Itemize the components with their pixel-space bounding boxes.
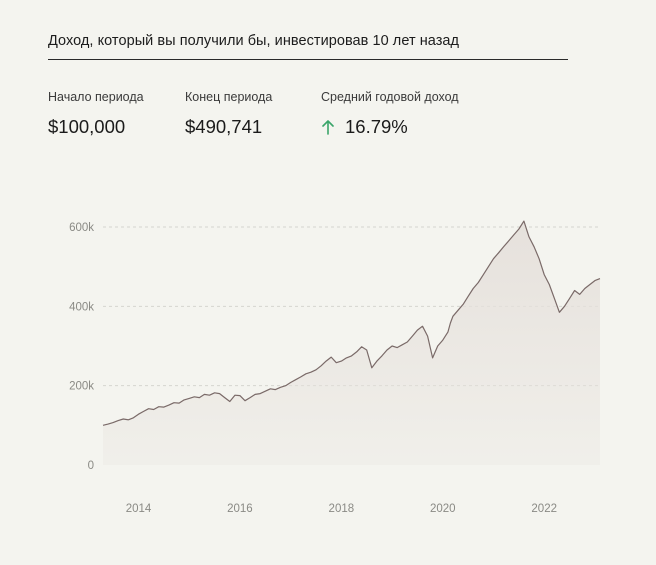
investment-area-chart: 0 200k 400k 600k 2014 2016 2018 2020 2022 [69, 220, 601, 515]
page-title: Доход, который вы получили бы, инвестиро… [48, 33, 460, 49]
stat-end-value: $490,741 [185, 116, 263, 137]
stat-return-row: 16.79% [321, 116, 459, 138]
arrow-up-icon [322, 120, 334, 135]
y-tick-label: 200k [69, 381, 94, 393]
stat-start-label: Начало периода [48, 90, 144, 104]
stat-start: Начало периода $100,000 [48, 90, 144, 138]
title-divider [48, 59, 568, 60]
stat-return-value: 16.79% [345, 116, 408, 137]
series-area [103, 221, 600, 465]
x-tick-label: 2022 [531, 503, 557, 515]
stat-start-value: $100,000 [48, 116, 126, 137]
y-tick-label: 400k [69, 301, 94, 313]
y-tick-label: 600k [69, 222, 94, 234]
x-tick-label: 2020 [430, 503, 456, 515]
stat-end: Конец периода $490,741 [185, 90, 272, 138]
stat-return-label: Средний годовой доход [321, 90, 459, 104]
x-tick-label: 2014 [126, 503, 152, 515]
stat-return: Средний годовой доход 16.79% [321, 90, 459, 138]
series-line [102, 220, 601, 426]
x-tick-label: 2016 [227, 503, 253, 515]
stat-end-label: Конец периода [185, 90, 273, 104]
x-tick-label: 2018 [329, 503, 355, 515]
y-tick-label: 0 [88, 460, 94, 472]
